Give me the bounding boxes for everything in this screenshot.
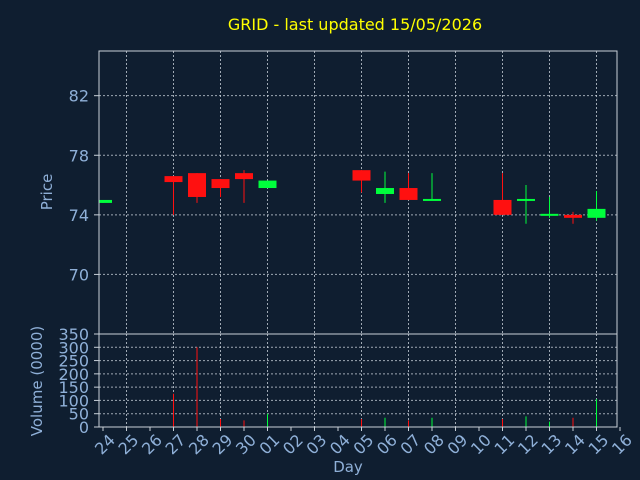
candle-body bbox=[540, 213, 559, 216]
candle-body bbox=[564, 214, 582, 218]
volume-y-axis-label: Volume (0000) bbox=[28, 326, 46, 436]
volume-plot-frame bbox=[98, 333, 618, 428]
candle-body bbox=[376, 188, 394, 194]
candle-body bbox=[587, 208, 606, 218]
candle-body bbox=[258, 180, 277, 189]
volume-tick-label: 350 bbox=[58, 325, 89, 344]
x-tick-label: 16 bbox=[608, 430, 636, 458]
volume-tick-label: 150 bbox=[58, 378, 89, 397]
price-tick-label: 78 bbox=[69, 146, 89, 165]
price-candles bbox=[99, 170, 606, 224]
price-tick-label: 74 bbox=[69, 206, 89, 225]
volume-tick-label: 250 bbox=[58, 352, 89, 371]
candle-body bbox=[493, 199, 512, 215]
candle-body bbox=[99, 199, 112, 203]
candle-body bbox=[352, 170, 371, 181]
candle-body bbox=[399, 188, 418, 200]
volume-bars bbox=[173, 347, 597, 427]
x-ticks: 2425262728293001020304050607080910111213… bbox=[91, 427, 636, 458]
candle-body bbox=[188, 173, 206, 197]
candle-body bbox=[423, 198, 441, 201]
volume-tick-label: 300 bbox=[58, 338, 89, 357]
price-grid bbox=[99, 51, 617, 334]
candle-body bbox=[235, 173, 253, 180]
volume-grid bbox=[99, 334, 617, 427]
candle-body bbox=[211, 179, 230, 189]
candle-body bbox=[164, 176, 183, 183]
candle-body bbox=[517, 198, 535, 201]
x-axis-label: Day bbox=[333, 458, 363, 476]
price-y-axis-label: Price bbox=[38, 174, 56, 211]
volume-tick-label: 0 bbox=[79, 418, 89, 437]
price-y-ticks: 70 74 78 82 bbox=[69, 87, 99, 284]
price-tick-label: 82 bbox=[69, 87, 89, 106]
price-tick-label: 70 bbox=[69, 265, 89, 284]
price-plot-frame bbox=[98, 50, 618, 335]
volume-tick-label: 100 bbox=[58, 391, 89, 410]
volume-tick-label: 50 bbox=[69, 405, 89, 424]
chart-title: GRID - last updated 15/05/2026 bbox=[228, 15, 482, 34]
volume-tick-label: 200 bbox=[58, 365, 89, 384]
